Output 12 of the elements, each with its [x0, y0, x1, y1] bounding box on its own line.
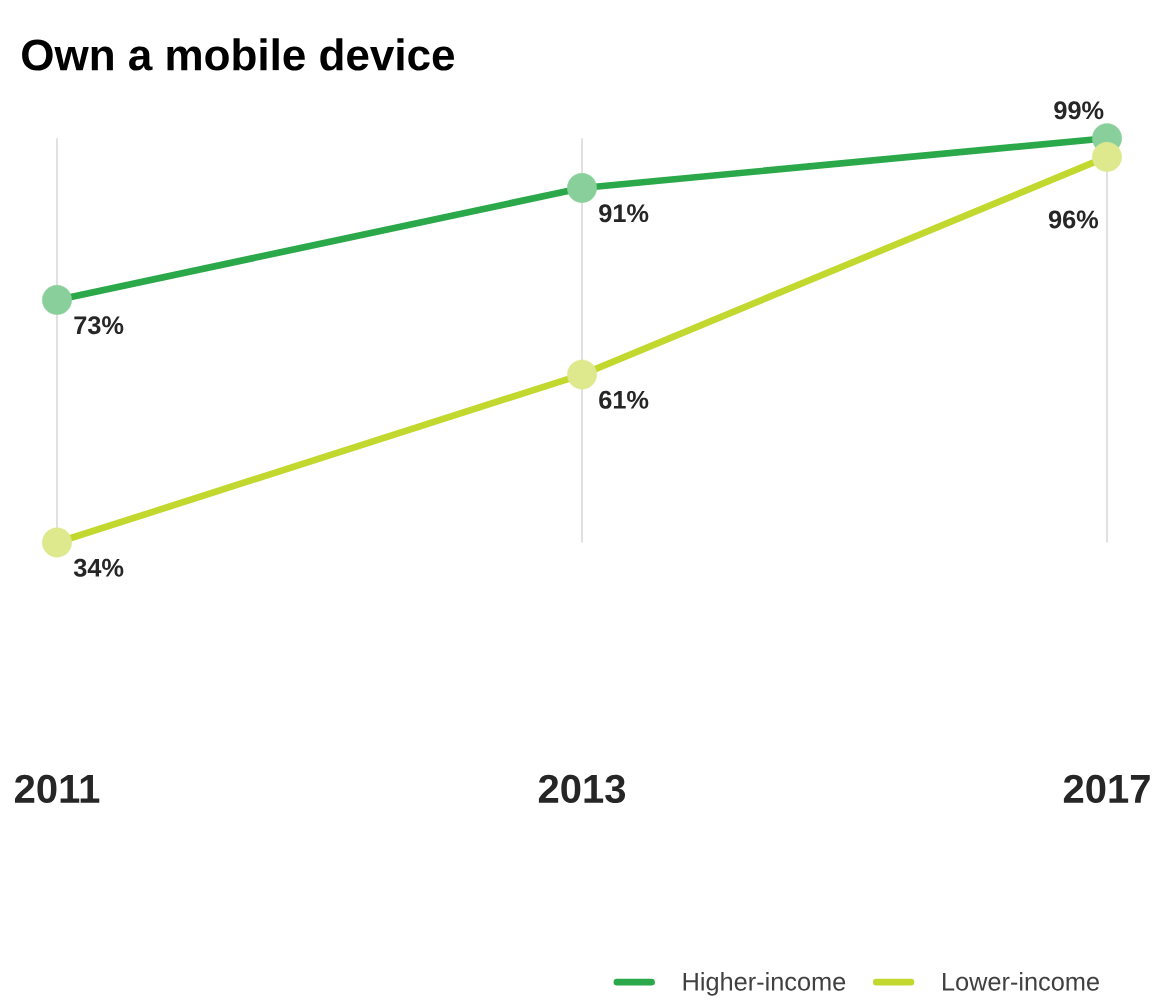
x-tick-label: 2017	[1063, 774, 1150, 804]
data-label: 61%	[599, 390, 649, 409]
data-label: 91%	[599, 204, 649, 223]
x-tick-label: 2013	[538, 774, 626, 804]
data-label: 99%	[1054, 101, 1104, 120]
legend-label: Higher-income	[683, 972, 846, 996]
x-tick-label: 2011	[15, 774, 100, 804]
chart-title: Own a mobile device	[22, 38, 455, 71]
data-label: 34%	[73, 558, 124, 577]
legend-label: Lower-income	[943, 972, 1099, 991]
data-label: 96%	[1048, 210, 1099, 229]
data-label: 73%	[74, 316, 124, 335]
